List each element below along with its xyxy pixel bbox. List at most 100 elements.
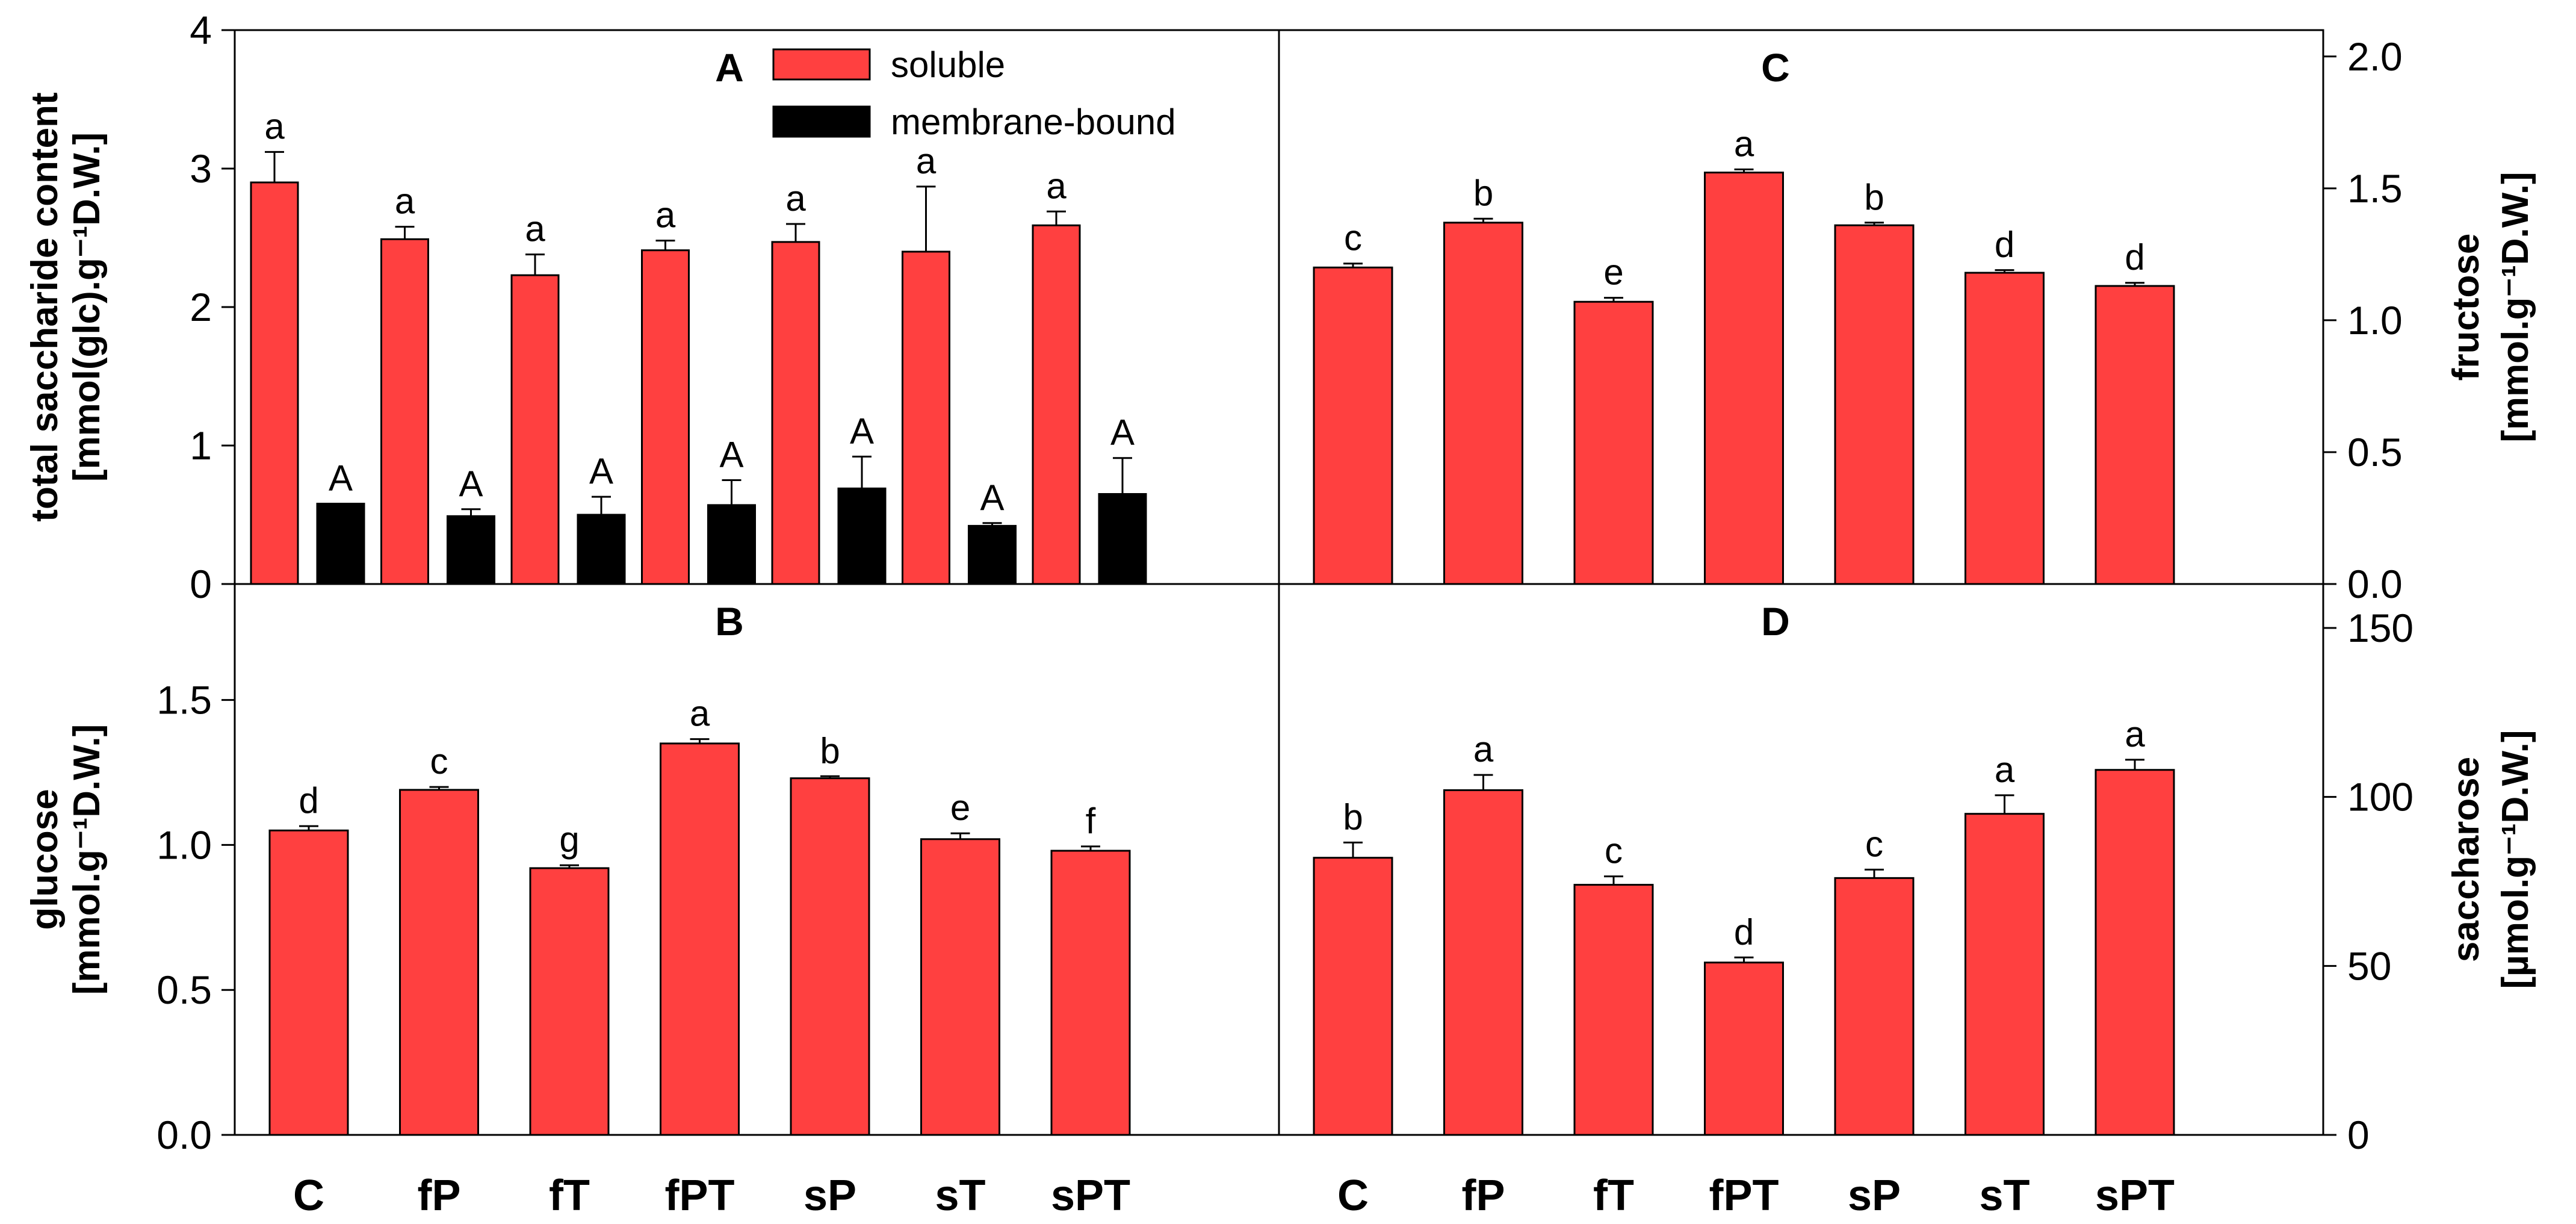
y-tick-label: 4: [190, 8, 212, 52]
bar-membrane-bound: [316, 503, 365, 585]
bar-membrane-bound: [447, 515, 495, 585]
x-category-label: sP: [803, 1172, 856, 1220]
y-tick-label: 0.0: [2347, 562, 2403, 606]
y-axis-label: saccharose: [2445, 757, 2487, 962]
x-category-label: sPT: [1051, 1172, 1130, 1220]
bar-glucose: [268, 829, 349, 1136]
bar-glucose: [790, 777, 870, 1136]
y-tick-label: 0: [2347, 1113, 2370, 1157]
bar-fructose: [1965, 272, 2045, 585]
y-axis-label: [mmol.g⁻¹D.W.]: [66, 724, 108, 995]
significance-label: A: [1110, 412, 1135, 453]
y-tick-label: 1.5: [2347, 166, 2403, 211]
bar-fructose: [2095, 285, 2175, 585]
x-category-label: fPT: [1709, 1172, 1779, 1220]
significance-label: a: [2125, 714, 2145, 754]
bar-glucose: [1050, 850, 1131, 1136]
significance-label: d: [299, 780, 318, 821]
bar-membrane-bound: [837, 487, 887, 585]
panel-title: B: [715, 599, 744, 644]
significance-label: g: [559, 819, 579, 860]
significance-label: b: [1473, 173, 1493, 213]
bar-saccharose: [1313, 857, 1393, 1136]
significance-label: c: [1605, 831, 1623, 871]
significance-label: a: [1046, 166, 1067, 206]
legend: soluble membrane-bound: [772, 45, 1176, 142]
significance-label: a: [1734, 123, 1754, 164]
x-category-label: sP: [1848, 1172, 1901, 1220]
x-category-label: fP: [1462, 1172, 1505, 1220]
y-axis-label: total saccharide content: [24, 92, 66, 521]
x-category-label: sT: [1979, 1172, 2030, 1220]
bar-fructose: [1704, 172, 1784, 585]
bar-fructose: [1313, 266, 1393, 585]
panel-title: D: [1761, 599, 1790, 644]
significance-label: a: [1473, 729, 1494, 769]
significance-label: a: [395, 181, 415, 222]
bar-saccharose: [1443, 789, 1523, 1136]
significance-label: c: [1865, 824, 1883, 864]
y-tick-label: 0.5: [156, 968, 212, 1012]
bar-saccharose: [1834, 877, 1915, 1136]
y-tick-label: 0.0: [156, 1113, 212, 1157]
bar-membrane-bound: [577, 514, 626, 585]
y-tick-label: 1.5: [156, 678, 212, 722]
legend-swatch-membrane-bound: [772, 105, 871, 138]
legend-label: soluble: [891, 45, 1005, 85]
significance-label: a: [264, 106, 285, 146]
panel-frame: [1278, 583, 2324, 1136]
significance-label: e: [1603, 252, 1623, 293]
bar-glucose: [529, 867, 610, 1136]
y-tick-label: 50: [2347, 943, 2391, 988]
bar-soluble: [250, 181, 299, 585]
y-axis-label: [µmol.g⁻¹D.W.]: [2495, 730, 2536, 989]
significance-label: a: [655, 195, 676, 235]
panel-title: A: [715, 45, 744, 90]
x-category-label: C: [1337, 1172, 1369, 1220]
bar-membrane-bound: [968, 524, 1017, 585]
significance-label: A: [459, 464, 483, 504]
x-category-label: sT: [935, 1172, 985, 1220]
significance-label: A: [589, 451, 613, 491]
bar-glucose: [920, 838, 1000, 1136]
significance-label: d: [1734, 912, 1754, 952]
y-tick-label: 0.5: [2347, 430, 2403, 474]
significance-label: a: [525, 209, 545, 249]
bar-glucose: [660, 742, 740, 1136]
significance-label: A: [850, 411, 874, 451]
significance-label: b: [1864, 177, 1884, 217]
bar-soluble: [1032, 224, 1081, 585]
bar-saccharose: [1965, 813, 2045, 1136]
bar-soluble: [902, 250, 950, 585]
significance-label: d: [2125, 237, 2144, 278]
y-tick-label: 1.0: [2347, 298, 2403, 343]
x-category-label: sPT: [2095, 1172, 2175, 1220]
significance-label: a: [785, 178, 806, 219]
legend-label: membrane-bound: [891, 102, 1176, 142]
x-category-label: fT: [549, 1172, 590, 1220]
bar-fructose: [1573, 300, 1654, 585]
x-category-label: fP: [418, 1172, 461, 1220]
bar-soluble: [771, 241, 820, 585]
significance-label: a: [916, 141, 937, 181]
y-tick-label: 1.0: [156, 822, 212, 867]
x-category-label: C: [293, 1172, 324, 1220]
y-tick-label: 3: [190, 146, 212, 191]
y-tick-label: 100: [2347, 775, 2413, 819]
y-axis-label: [mmol(glc).g⁻¹D.W.]: [66, 132, 108, 482]
bar-soluble: [380, 238, 429, 585]
bar-soluble: [641, 249, 690, 585]
significance-label: A: [719, 435, 743, 475]
significance-label: c: [1344, 218, 1362, 258]
y-axis-label: fructose: [2445, 234, 2487, 381]
significance-label: A: [980, 477, 1004, 518]
significance-label: f: [1086, 801, 1096, 841]
bar-membrane-bound: [1098, 493, 1147, 585]
bar-glucose: [399, 789, 479, 1136]
y-axis-label: glucose: [24, 789, 66, 930]
y-tick-label: 0: [190, 562, 212, 606]
